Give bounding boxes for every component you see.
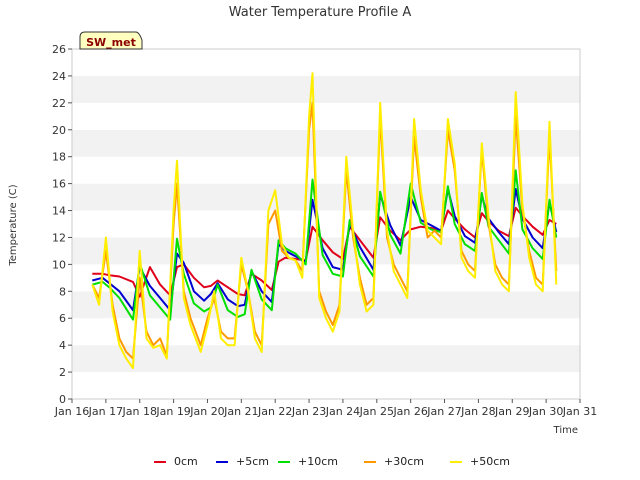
legend-label: +30cm: [384, 455, 424, 468]
y-tick-label: 2: [59, 366, 66, 379]
legend-item: +10cm: [278, 455, 338, 468]
x-tick-label: Jan 31: [562, 405, 597, 418]
y-tick-label: 24: [52, 70, 66, 83]
legend-label: +10cm: [298, 455, 338, 468]
plot-frame: [71, 48, 581, 400]
y-tick-label: 0: [59, 393, 66, 406]
x-tick-label: Jan 19: [155, 405, 190, 418]
legend-label: +5cm: [236, 455, 269, 468]
x-tick-label: Jan 16: [54, 405, 89, 418]
x-tick-label: Jan 20: [189, 405, 224, 418]
legend-item: +5cm: [216, 455, 269, 468]
y-axis-title: Temperature (C): [8, 184, 19, 266]
legend-item: +30cm: [364, 455, 424, 468]
x-tick-label: Jan 25: [359, 405, 394, 418]
grid-band: [72, 372, 580, 399]
chart-title: Water Temperature Profile A: [229, 5, 412, 20]
y-tick-label: 6: [59, 312, 66, 325]
grid-band: [72, 129, 580, 157]
grid-band: [72, 156, 580, 184]
grid-bands: [72, 49, 580, 399]
x-tick-label: Jan 30: [528, 405, 563, 418]
x-tick-label: Jan 18: [122, 405, 157, 418]
y-tick-label: 8: [59, 285, 66, 298]
legend-label: 0cm: [174, 455, 198, 468]
y-tick-label: 20: [52, 124, 66, 137]
y-tick-label: 12: [52, 231, 66, 244]
grid-band: [72, 291, 580, 319]
y-tick-label: 18: [52, 151, 66, 164]
x-axis: Jan 16 Jan 17 Jan 18 Jan 19 Jan 20 Jan 21 Jan …: [54, 399, 597, 418]
legend: 0cm +5cm +10cm +30cm +50cm: [154, 455, 510, 468]
x-axis-title: Time: [553, 425, 578, 436]
legend-item: 0cm: [154, 455, 198, 468]
x-tick-label: Jan 17: [88, 405, 123, 418]
y-tick-label: 26: [52, 43, 66, 56]
grid-band: [72, 183, 580, 211]
legend-label: +50cm: [470, 455, 510, 468]
station-badge: SW_met: [79, 31, 143, 50]
x-tick-label: Jan 21: [223, 405, 258, 418]
y-tick-label: 10: [52, 258, 66, 271]
x-tick-label: Jan 23: [291, 405, 326, 418]
y-tick-label: 22: [52, 97, 66, 110]
badge-shape: [79, 31, 143, 50]
x-tick-label: Jan 27: [426, 405, 461, 418]
x-tick-label: Jan 26: [392, 405, 427, 418]
y-tick-label: 4: [59, 339, 66, 352]
x-tick-label: Jan 28: [460, 405, 495, 418]
y-tick-label: 16: [52, 178, 66, 191]
badge-label: SW_met: [86, 36, 136, 49]
legend-item: +50cm: [450, 455, 510, 468]
grid-band: [72, 102, 580, 130]
grid-band: [72, 75, 580, 103]
series-line-10cm: [92, 169, 558, 321]
y-tick-label: 14: [52, 205, 66, 218]
grid-band: [72, 49, 580, 76]
x-tick-label: Jan 22: [257, 405, 292, 418]
series-lines: [91, 72, 558, 369]
series-line-50cm: [91, 72, 558, 369]
x-tick-label: Jan 24: [325, 405, 360, 418]
x-tick-label: Jan 29: [494, 405, 529, 418]
grid-band: [72, 345, 580, 373]
grid-band: [72, 210, 580, 238]
